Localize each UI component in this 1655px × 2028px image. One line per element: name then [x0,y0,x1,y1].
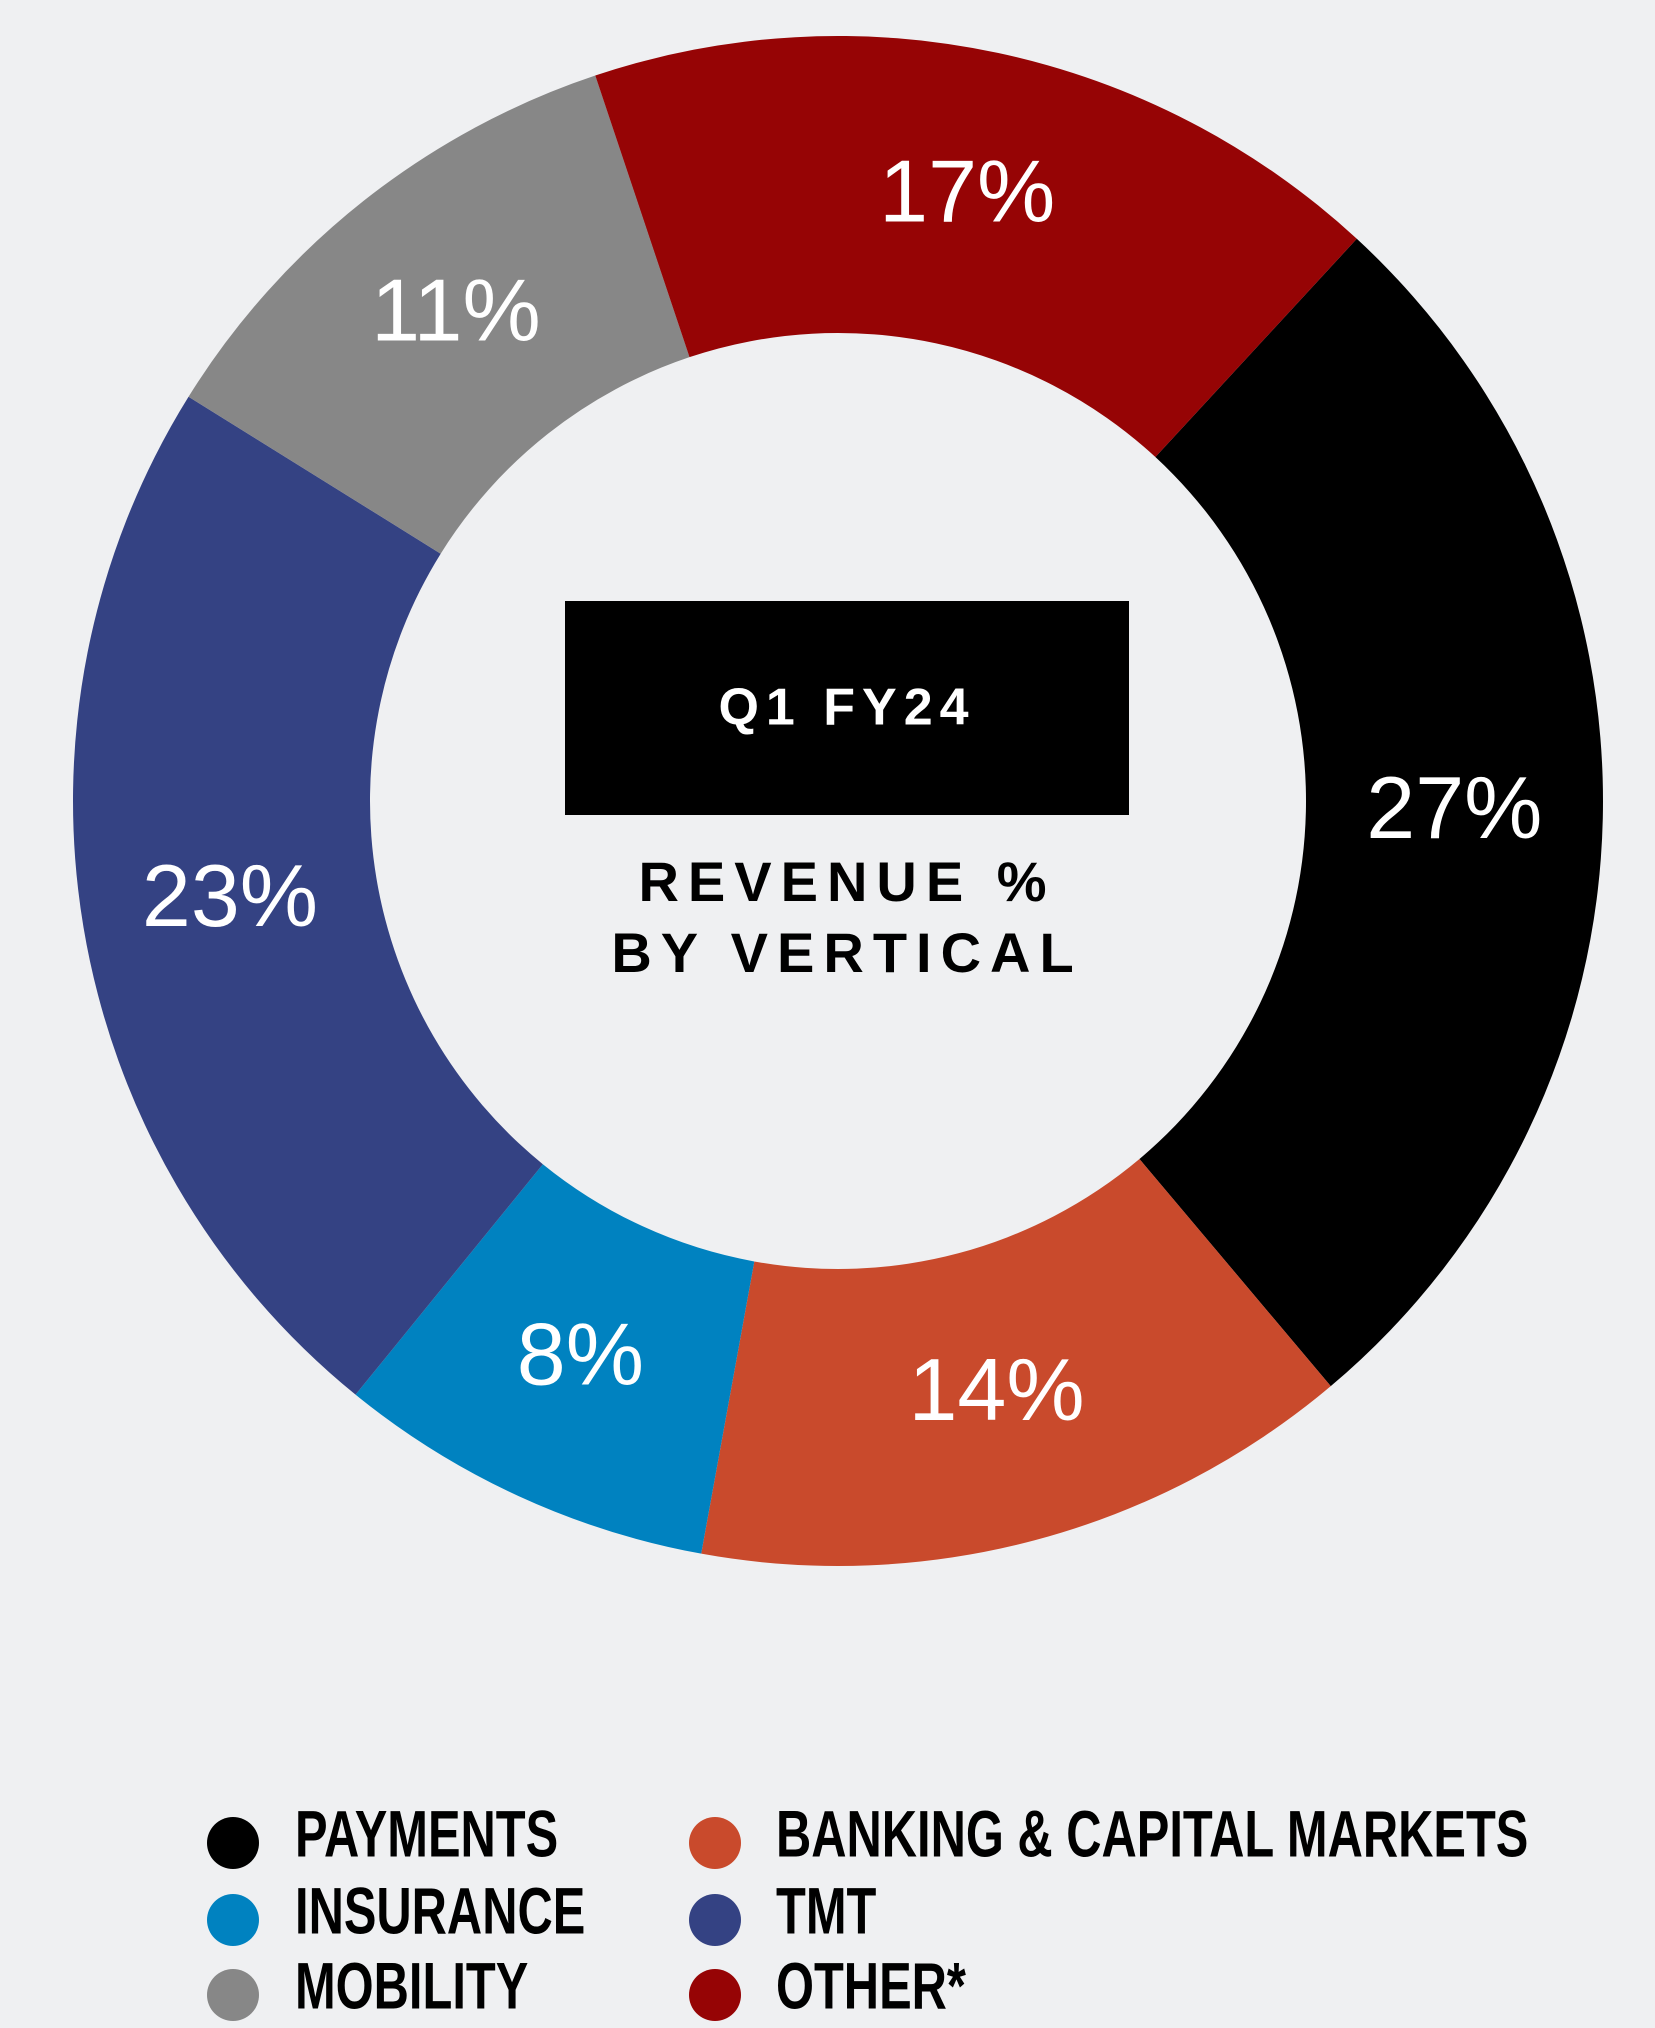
donut-segment [1139,238,1604,1387]
center-title: REVENUE % [638,850,1055,913]
legend-label: BANKING & CAPITAL MARKETS [776,1797,1528,1871]
legend-label: OTHER* [776,1949,966,2023]
data-label: 8% [517,1304,644,1403]
legend-label: TMT [776,1874,876,1948]
data-label: 14% [908,1340,1084,1439]
center-title: BY VERTICAL [611,921,1082,984]
legend-dot [689,1817,741,1869]
legend-dot [689,1894,741,1946]
donut-segment [188,75,690,554]
legend-label: PAYMENTS [295,1797,558,1871]
donut-segment [701,1158,1331,1566]
legend-dot [207,1969,259,2021]
legend-label: MOBILITY [295,1949,528,2023]
donut-segment [355,1164,755,1554]
data-label: 23% [142,846,318,945]
donut-segment [595,36,1357,458]
legend-dot [207,1894,259,1946]
data-label: 27% [1366,758,1542,857]
center-badge-box [565,601,1129,815]
data-label: 17% [879,141,1055,240]
legend-dot [207,1817,259,1869]
center-badge: Q1 FY24 [718,679,975,737]
donut-segment [72,396,543,1395]
data-label: 11% [371,260,541,359]
legend-dot [689,1969,741,2021]
legend-label: INSURANCE [295,1874,585,1948]
